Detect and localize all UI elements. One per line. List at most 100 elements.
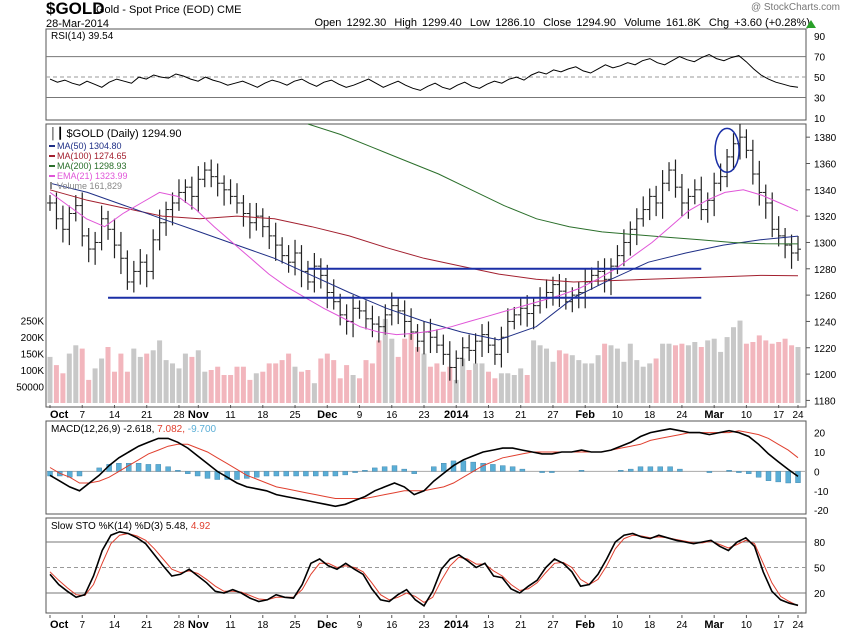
price-x-tick-label: 28 xyxy=(173,410,185,421)
price-x-tick-label: 23 xyxy=(418,410,430,421)
volume-bar xyxy=(621,361,627,403)
macd-histogram-bar xyxy=(549,471,555,473)
price-bar xyxy=(646,188,653,221)
price-x-tick-label: Mar xyxy=(704,409,724,421)
price-bar xyxy=(317,258,324,289)
stochastic-title: Slow STO %K(14) %D(3) 5.48, 4.92 xyxy=(51,521,211,532)
macd-histogram-bar xyxy=(194,471,201,477)
close-label: Close xyxy=(543,17,572,29)
stochastic-x-tick-label: 24 xyxy=(792,620,804,631)
volume-bar xyxy=(395,356,401,403)
volume-bar xyxy=(608,345,614,403)
rsi-line xyxy=(49,53,799,91)
volume-bar xyxy=(137,356,143,403)
high-label: High xyxy=(394,17,417,29)
macd-title: MACD(12,26,9) -2.618, 7.082, -9.700 xyxy=(51,424,217,435)
price-bar xyxy=(653,185,660,217)
macd-histogram-bar xyxy=(736,471,742,473)
price-x-tick-label: 25 xyxy=(289,410,301,421)
price-bar xyxy=(356,300,363,319)
macd-histogram-bar xyxy=(500,465,506,472)
stochastic-tick-label: 20 xyxy=(814,589,826,600)
price-bar xyxy=(491,337,498,365)
volume-bar xyxy=(692,342,698,403)
volume-bar xyxy=(53,365,59,403)
macd-signal-value: 7.082, xyxy=(157,424,188,435)
volume-bar xyxy=(660,343,666,403)
ema21-line xyxy=(49,189,799,336)
price-bar xyxy=(698,176,705,221)
volume-bar xyxy=(286,353,292,403)
price-x-tick-label: 18 xyxy=(257,410,269,421)
volume-bar xyxy=(492,378,498,403)
macd-histogram-bar xyxy=(362,470,368,472)
stochastic-x-tick-label: Oct xyxy=(50,619,69,631)
price-bar xyxy=(66,205,73,246)
price-bar xyxy=(556,274,563,307)
description-text: Gold - Spot Price (EOD) xyxy=(96,4,214,16)
stochastic-x-tick-label: 24 xyxy=(676,620,688,631)
price-bar xyxy=(782,227,789,259)
price-bar xyxy=(182,179,189,203)
macd-histogram-bar xyxy=(765,471,772,481)
macd-histogram-bar xyxy=(76,471,83,477)
volume-bar xyxy=(614,348,620,403)
price-bar xyxy=(92,231,99,265)
volume-bar xyxy=(105,347,111,403)
macd-histogram-bar xyxy=(785,471,791,484)
price-bar xyxy=(517,297,524,326)
volume-bar xyxy=(369,363,375,403)
stochastic-x-tick-label: Feb xyxy=(575,619,595,631)
price-bar xyxy=(130,260,137,293)
price-panel-frame xyxy=(45,123,807,408)
price-x-tick-label: 24 xyxy=(676,410,688,421)
change-label: Chg xyxy=(708,17,730,29)
macd-histogram-bar xyxy=(253,471,260,478)
high-value: 1299.40 xyxy=(422,17,462,29)
volume-bar xyxy=(705,340,711,403)
price-x-tick-label: 27 xyxy=(547,410,559,421)
price-bar xyxy=(53,192,60,230)
volume-bar xyxy=(737,320,743,403)
volume-bar xyxy=(79,348,85,403)
volume-label: Volume xyxy=(624,17,661,29)
price-bar xyxy=(666,162,673,192)
legend-label-ma100: MA(100) 1274.65 xyxy=(57,151,127,161)
stochastic-x-tick-label: 18 xyxy=(257,620,269,631)
price-tick-label: 1380 xyxy=(814,133,837,144)
rsi-tick-label: 50 xyxy=(814,73,826,84)
volume-bar xyxy=(157,340,163,403)
macd-histogram-bar xyxy=(628,468,634,472)
price-bar xyxy=(337,293,344,326)
volume-bar xyxy=(92,368,98,403)
macd-histogram-bar xyxy=(135,463,142,472)
volume-bar xyxy=(563,353,569,403)
volume-bar xyxy=(627,343,633,403)
rsi-tick-label: 10 xyxy=(814,114,826,125)
volume-bar xyxy=(473,363,479,403)
rsi-tick-label: 70 xyxy=(814,53,826,64)
price-bar xyxy=(292,239,299,276)
legend-label-ema21: EMA(21) 1323.99 xyxy=(57,171,128,181)
price-bar xyxy=(678,174,685,217)
rsi-tick-label: 90 xyxy=(814,32,826,43)
volume-bar xyxy=(763,340,769,403)
volume-bar xyxy=(144,353,150,403)
price-x-tick-label: 7 xyxy=(79,410,85,421)
volume-bar xyxy=(440,371,446,403)
volume-bar xyxy=(447,366,453,403)
volume-bar xyxy=(769,343,775,403)
price-tick-label: 1300 xyxy=(814,238,837,249)
price-bar xyxy=(524,295,531,327)
low-value: 1286.10 xyxy=(495,17,535,29)
price-bar xyxy=(433,329,440,354)
price-bar xyxy=(640,196,647,227)
price-bar xyxy=(472,333,479,364)
price-bar xyxy=(117,231,124,275)
stochastic-k-line xyxy=(49,530,799,607)
price-bar xyxy=(47,195,53,211)
price-bar xyxy=(672,159,679,198)
price-bar xyxy=(124,250,131,290)
volume-bar xyxy=(324,353,330,403)
price-bar xyxy=(453,350,460,384)
